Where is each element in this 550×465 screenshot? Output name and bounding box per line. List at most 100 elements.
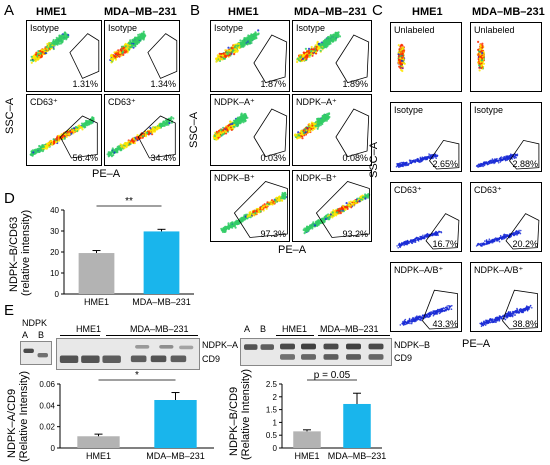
density-dot xyxy=(310,127,313,130)
density-dot xyxy=(477,40,480,43)
density-dot xyxy=(263,203,266,206)
density-dot xyxy=(479,45,482,48)
density-dot xyxy=(230,128,233,131)
density-dot xyxy=(120,145,123,148)
density-dot xyxy=(310,45,313,49)
density-dot xyxy=(242,42,245,45)
density-dot xyxy=(131,41,134,44)
density-dot xyxy=(220,128,223,132)
density-dot xyxy=(270,199,274,202)
density-dot xyxy=(141,33,144,36)
density-dot xyxy=(265,204,268,207)
density-dot xyxy=(74,126,77,129)
density-dot xyxy=(117,53,120,56)
density-dot xyxy=(262,205,266,208)
density-dot xyxy=(224,54,227,57)
density-dot xyxy=(322,218,325,221)
flow-plot-c-unlabeled-hme1: Unlabeled xyxy=(390,22,462,92)
density-dot xyxy=(55,39,58,42)
panel-letter-b: B xyxy=(190,2,201,19)
density-dot xyxy=(310,48,313,51)
density-dot xyxy=(319,43,322,47)
density-dot xyxy=(249,37,252,40)
density-dot xyxy=(217,134,220,137)
density-dot xyxy=(281,199,284,202)
density-dot xyxy=(163,124,166,127)
density-dot xyxy=(253,33,256,36)
density-dot xyxy=(301,133,304,136)
density-dot xyxy=(41,53,45,56)
density-dot xyxy=(34,60,37,63)
density-dot xyxy=(46,42,49,46)
density-dot xyxy=(257,29,260,32)
density-dot xyxy=(128,143,131,146)
plot-percent: 97.3% xyxy=(260,229,286,239)
density-dot xyxy=(156,127,159,130)
density-dot xyxy=(64,36,67,39)
density-dot xyxy=(284,192,287,195)
density-dot xyxy=(221,131,224,134)
plot-label: CD63⁺ xyxy=(108,97,136,107)
density-dot xyxy=(324,38,327,41)
density-dot xyxy=(44,52,47,55)
density-dot xyxy=(481,42,484,45)
density-dot xyxy=(349,204,352,207)
density-dot xyxy=(266,201,269,204)
density-dot xyxy=(261,206,264,210)
density-dot xyxy=(118,55,121,58)
panel-a-ylabel: SSC–A xyxy=(4,97,16,134)
density-dot xyxy=(402,58,405,61)
density-dot xyxy=(237,123,240,126)
density-svg xyxy=(29,31,100,79)
density-dot xyxy=(34,53,37,56)
density-dot xyxy=(345,202,348,205)
flow-plot-b-ndpka-mda: NDPK–A⁺ 0.08% xyxy=(292,94,372,166)
density-dot xyxy=(75,128,78,131)
density-dot xyxy=(126,142,129,145)
density-dot xyxy=(217,136,220,139)
density-dot xyxy=(244,38,247,41)
density-dot xyxy=(307,49,310,52)
density-dot xyxy=(220,57,223,61)
density-dot xyxy=(478,62,481,65)
density-svg xyxy=(212,108,288,158)
density-dot xyxy=(107,152,111,155)
density-dot xyxy=(165,121,168,124)
density-dot xyxy=(315,45,318,48)
panel-c-ylabel: SSC–A xyxy=(368,141,380,178)
density-dot xyxy=(339,212,342,215)
density-dot xyxy=(135,42,138,45)
density-dot xyxy=(402,46,405,49)
density-dot xyxy=(241,41,244,44)
density-svg xyxy=(215,29,288,84)
density-cloud xyxy=(293,112,331,140)
density-dot xyxy=(296,60,299,64)
density-dot xyxy=(308,122,311,126)
density-dot xyxy=(364,197,367,200)
gate-polygon xyxy=(253,108,288,158)
density-cloud xyxy=(215,29,260,63)
density-dot xyxy=(398,65,401,68)
density-dot xyxy=(221,133,225,136)
density-dot xyxy=(305,228,308,232)
density-dot xyxy=(36,52,40,56)
density-dot xyxy=(319,49,322,52)
density-dot xyxy=(349,200,352,203)
density-dot xyxy=(138,38,141,41)
density-dot xyxy=(139,136,142,139)
density-dot xyxy=(480,50,483,53)
density-dot xyxy=(36,148,39,151)
density-cloud xyxy=(29,31,70,64)
density-dot xyxy=(359,198,363,201)
density-dot xyxy=(66,130,69,133)
density-dot xyxy=(133,37,137,40)
density-dot xyxy=(254,32,257,35)
density-dot xyxy=(235,122,238,125)
density-dot xyxy=(307,228,310,231)
density-dot xyxy=(398,51,401,54)
plot-percent: 1.87% xyxy=(260,79,286,89)
density-dot xyxy=(262,209,265,212)
density-dot xyxy=(231,122,234,125)
density-dot xyxy=(328,42,331,45)
density-dot xyxy=(326,112,329,115)
